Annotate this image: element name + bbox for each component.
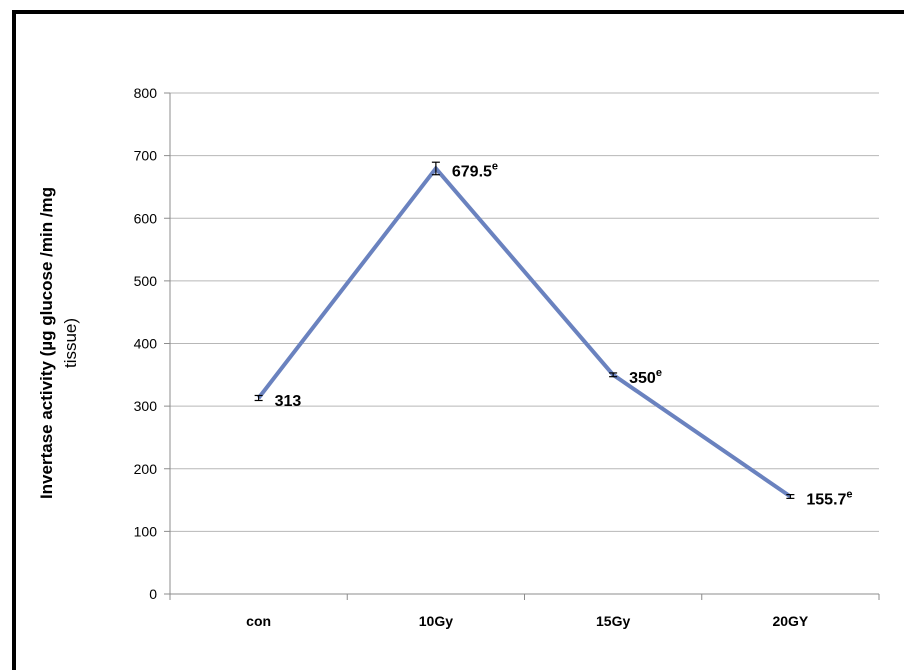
y-tick-label: 800 (134, 85, 158, 101)
data-label-superscript: e (492, 160, 498, 172)
error-bar (431, 161, 440, 176)
chart-frame (12, 10, 904, 670)
y-tick-label: 400 (134, 336, 158, 352)
data-label: 679.5e (452, 160, 498, 180)
y-tick-label: 0 (149, 586, 157, 602)
y-tick-label: 200 (134, 461, 158, 477)
y-tick-label: 500 (134, 273, 158, 289)
series-line-path (257, 165, 792, 499)
error-bar (786, 494, 795, 499)
data-label-value: 350 (629, 370, 656, 387)
y-axis-title-line: Invertase activity (µg glucose /min /mg (37, 187, 56, 499)
y-tick-label: 700 (134, 148, 158, 164)
error-bar (609, 372, 618, 378)
y-tick-label: 100 (134, 523, 158, 539)
y-axis-title-line: tissue) (61, 318, 80, 368)
series-line (254, 161, 795, 499)
data-label-superscript: e (656, 367, 662, 379)
y-tick-label: 600 (134, 210, 158, 226)
data-label-value: 679.5 (452, 163, 492, 180)
y-tick-label: 300 (134, 398, 158, 414)
x-tick-label: con (246, 613, 271, 629)
data-label: 313 (275, 393, 302, 410)
gridlines (170, 92, 879, 532)
axes (164, 92, 880, 600)
x-tick-labels: con 10Gy 15Gy 20GY (246, 613, 809, 629)
x-tick-label: 10Gy (419, 613, 453, 629)
data-label-superscript: e (846, 488, 852, 500)
y-axis-title: Invertase activity (µg glucose /min /mg t… (37, 187, 80, 499)
x-tick-label: 15Gy (596, 613, 630, 629)
data-label: 155.7e (806, 488, 852, 508)
data-label-value: 155.7 (806, 491, 846, 508)
error-bar (254, 394, 263, 402)
y-tick-labels: 0 100 200 300 400 500 600 700 800 (134, 85, 158, 602)
data-label: 350e (629, 367, 662, 387)
x-tick-label: 20GY (772, 613, 808, 629)
invertase-line-chart: 0 100 200 300 400 500 600 700 800 con 10Gy 15Gy 20G… (37, 85, 880, 629)
data-label-value: 313 (275, 393, 302, 410)
